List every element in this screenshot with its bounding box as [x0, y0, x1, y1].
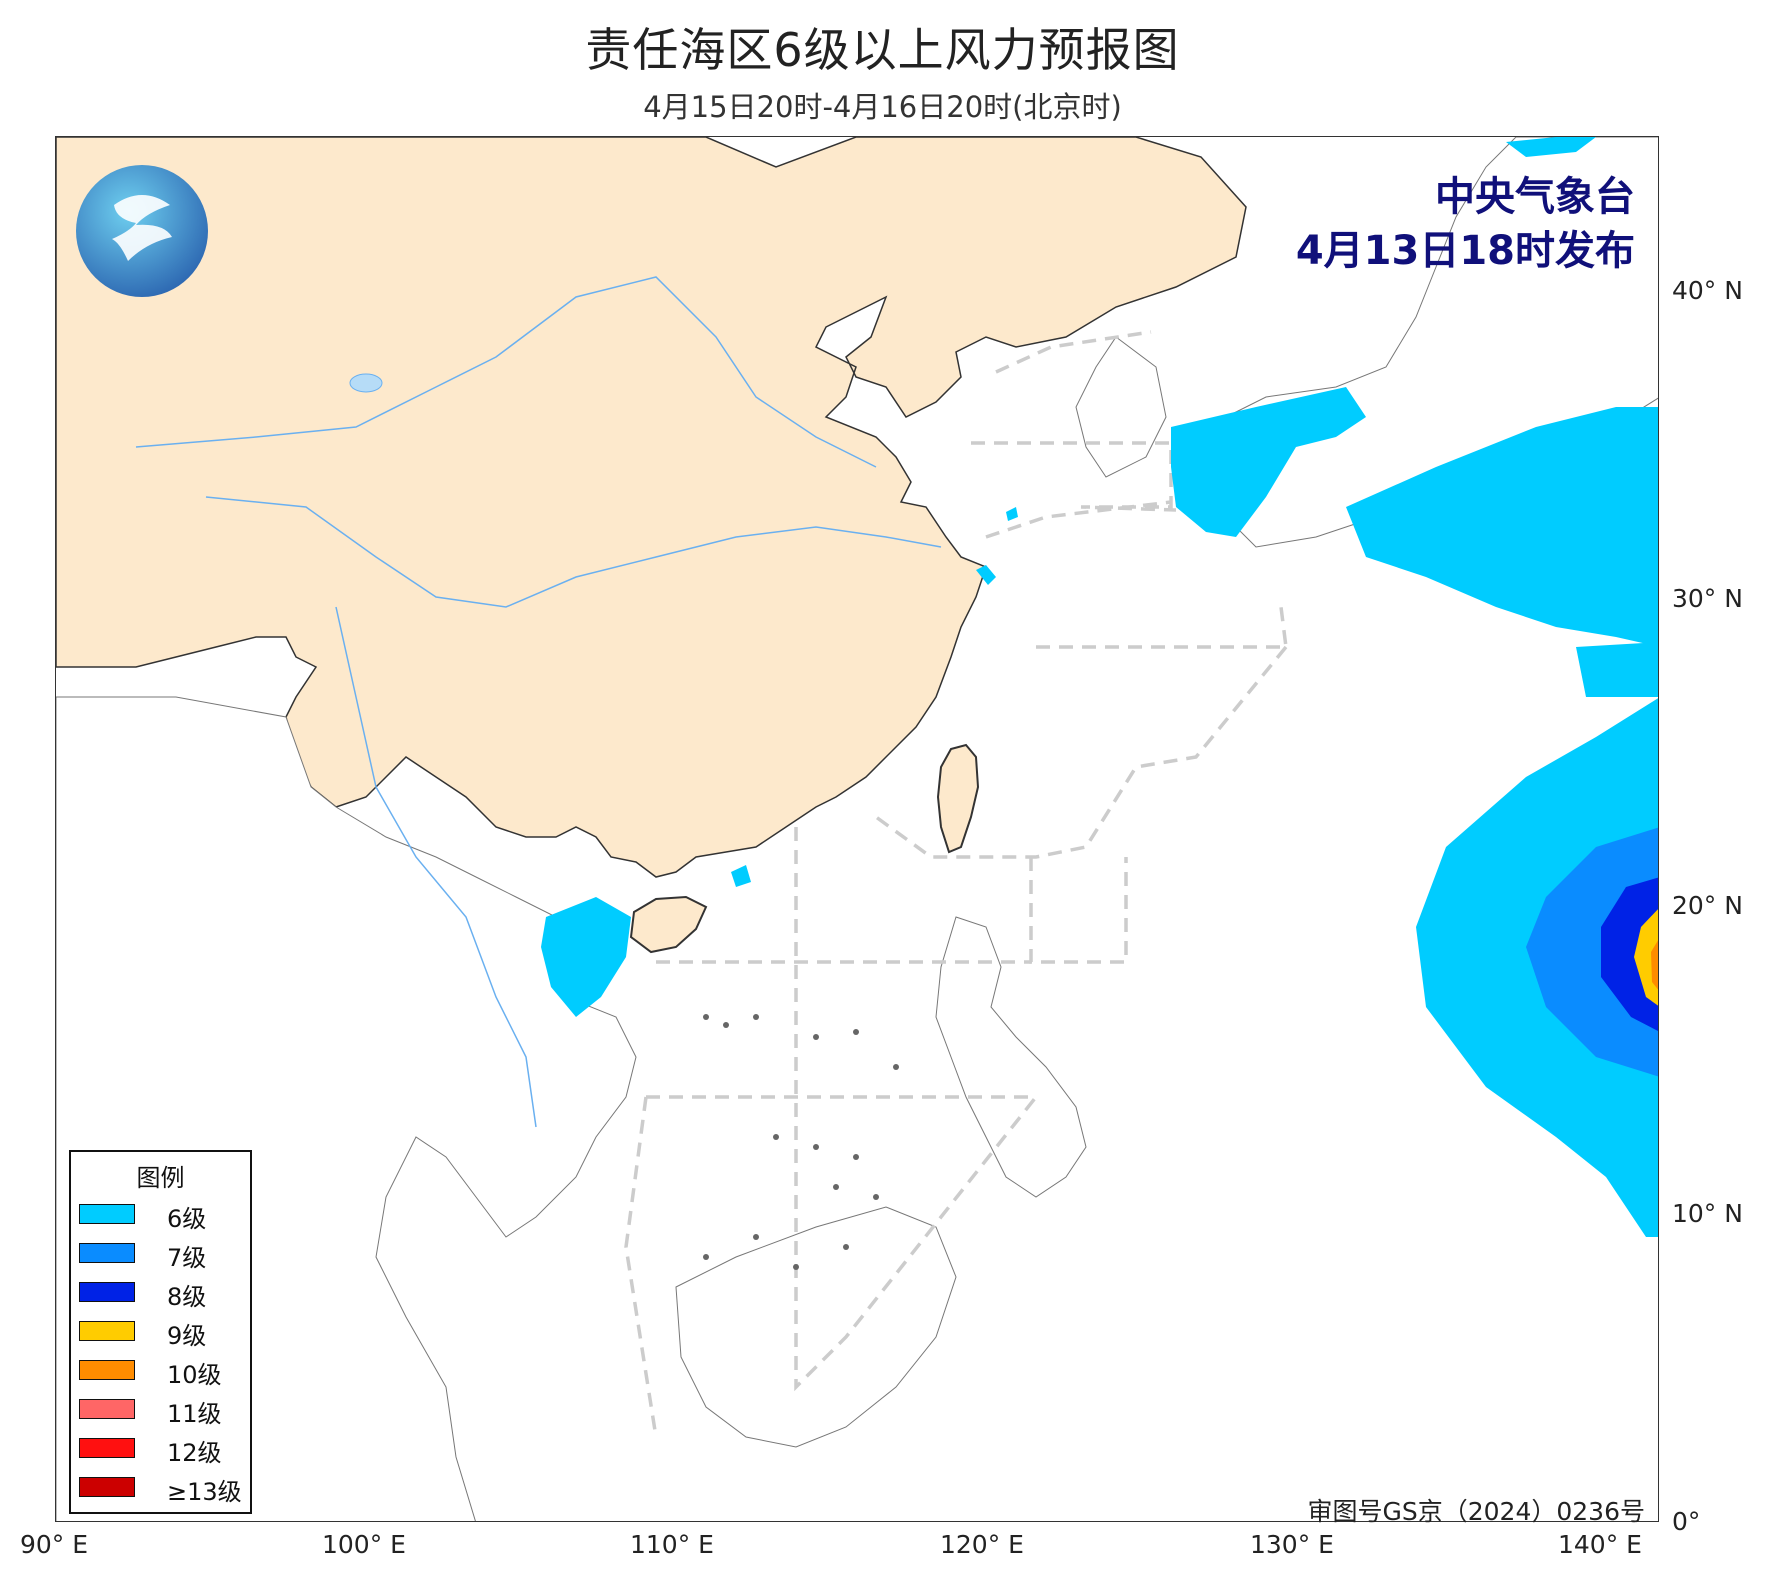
y-tick-0: 0° [1672, 1507, 1701, 1536]
wind-10-typhoon [1651, 940, 1658, 990]
publish-time: 4月13日18时发布 [1295, 228, 1635, 274]
legend-label: 12级 [167, 1439, 222, 1467]
taiwan-land [936, 743, 980, 854]
legend-label: 9级 [167, 1322, 207, 1350]
wind-6-northeast-corner [1506, 137, 1596, 157]
map-canvas [56, 137, 1658, 1521]
x-tick-130: 130° E [1250, 1530, 1334, 1559]
y-tick-30: 30° N [1672, 584, 1743, 613]
publisher-block: 中央气象台 4月13日18时发布 [1296, 170, 1635, 278]
wind-areas [541, 137, 1658, 1237]
x-tick-120: 120° E [940, 1530, 1024, 1559]
legend-label: 6级 [167, 1205, 207, 1233]
wind-6-japan-south [1346, 407, 1658, 647]
qinghai-lake [349, 373, 383, 393]
legend-swatch [79, 1477, 135, 1497]
wind-6-east-patch [1576, 642, 1658, 697]
legend-label: 8级 [167, 1283, 207, 1311]
legend-swatch [79, 1438, 135, 1458]
legend-title: 图例 [136, 1164, 185, 1192]
map-subtitle: 4月15日20时-4月16日20时(北京时) [643, 90, 1122, 124]
wind-6-east-china-sea [1171, 387, 1366, 537]
y-tick-10: 10° N [1672, 1199, 1743, 1228]
legend-swatch [79, 1321, 135, 1341]
map-area [55, 136, 1659, 1522]
legend-swatch [79, 1399, 135, 1419]
south-china-sea-islands [703, 1014, 899, 1270]
legend-label: ≥13级 [167, 1478, 242, 1506]
sea-zone-boundaries [624, 330, 1288, 1438]
legend-swatch [79, 1243, 135, 1263]
publisher-name: 中央气象台 [1435, 174, 1635, 220]
x-tick-140: 140° E [1558, 1530, 1642, 1559]
cma-logo [76, 165, 208, 297]
cma-logo-mark [112, 195, 172, 261]
legend: 图例 6级 7级 8级 9级 10级 11级 12级 ≥13级 [69, 1150, 252, 1514]
philippines-outline [935, 916, 1087, 1198]
wind-8-typhoon [1601, 877, 1658, 1031]
x-tick-100: 100° E [322, 1530, 406, 1559]
mekong-river [335, 606, 537, 1128]
legend-label: 7级 [167, 1244, 207, 1272]
legend-swatch [79, 1360, 135, 1380]
legend-label: 10级 [167, 1361, 222, 1389]
yellow-river [135, 276, 877, 468]
y-tick-20: 20° N [1672, 891, 1743, 920]
approval-number: 审图号GS京（2024）0236号 [1307, 1497, 1646, 1526]
yangtze-river [205, 496, 942, 608]
legend-swatch [79, 1282, 135, 1302]
legend-swatch [79, 1204, 135, 1224]
x-tick-90: 90° E [20, 1530, 89, 1559]
map-title: 责任海区6级以上风力预报图 [585, 23, 1180, 77]
borneo-outline [675, 1206, 957, 1448]
y-tick-40: 40° N [1672, 276, 1743, 305]
wind-6-gulf-tonkin [541, 897, 631, 1017]
x-tick-110: 110° E [630, 1530, 714, 1559]
legend-label: 11级 [167, 1400, 222, 1428]
hainan-land [629, 895, 708, 954]
